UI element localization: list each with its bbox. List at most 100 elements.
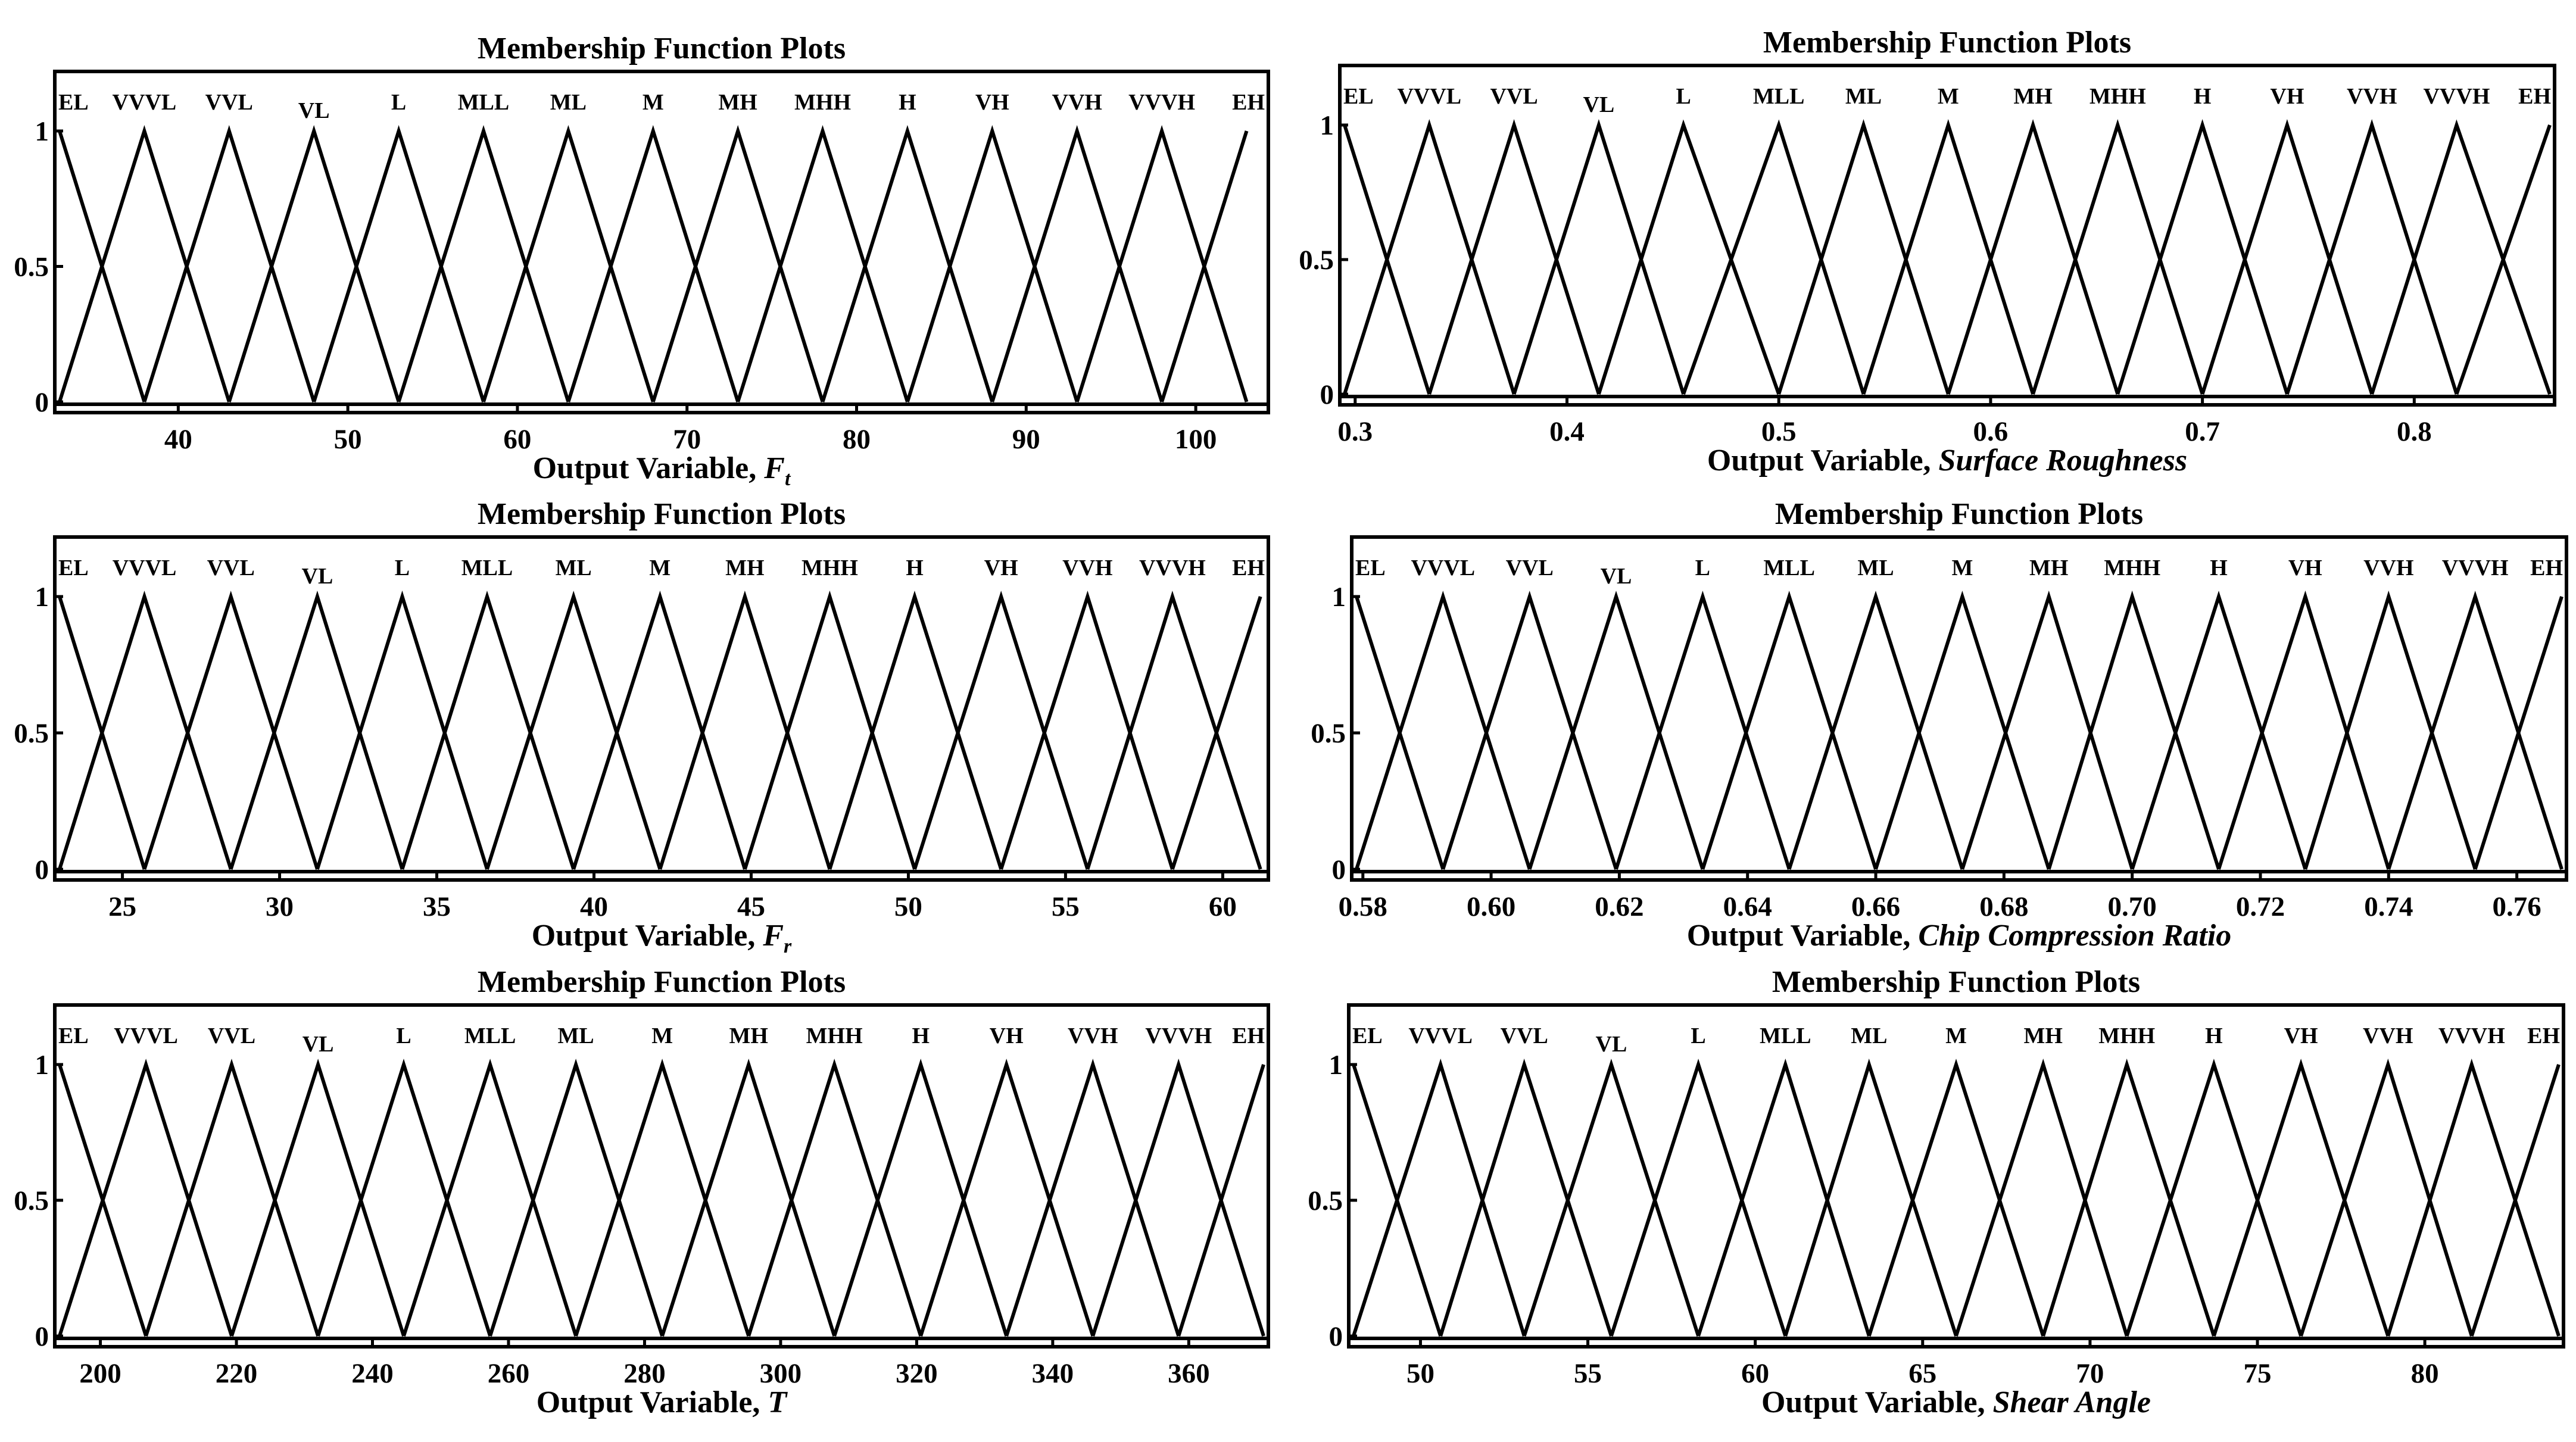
mf-curve-mh <box>1960 590 2134 870</box>
y-tick-label: 1 <box>35 582 49 613</box>
mf-curve-vvvh <box>2370 119 2552 395</box>
mf-curve-vh <box>919 1059 1095 1337</box>
y-tick-label: 0.5 <box>14 1185 49 1216</box>
mf-curve-vvl <box>1439 1058 1613 1337</box>
mf-label: EH <box>2527 1023 2560 1048</box>
mf-label: ML <box>1851 1023 1887 1048</box>
mf-curve-mh <box>1954 1058 2129 1337</box>
mf-label: MHH <box>806 1023 863 1048</box>
x-tick-label: 50 <box>1406 1358 1434 1389</box>
mf-label: VVVL <box>1408 1023 1473 1048</box>
mf-curve-vh <box>906 124 1079 402</box>
x-axis-label-prefix: Output Variable, <box>1687 919 1919 953</box>
mf-curve-mh <box>651 124 825 402</box>
membership-plot-5: Membership Function Plots EL VVVL VVL VL L MLL… <box>14 965 1270 1419</box>
x-tick-label: 280 <box>623 1358 666 1389</box>
mf-label: MLL <box>461 555 513 580</box>
mf-label: MLL <box>1753 84 1805 109</box>
mf-curve-vh <box>913 591 1090 870</box>
membership-plot-4: Membership Function Plots EL VVVL VVL VL L MLL… <box>1311 497 2568 953</box>
mf-label: VL <box>302 1032 334 1057</box>
mf-label: EH <box>1232 1023 1265 1048</box>
x-tick-label: 0.68 <box>1979 891 2028 922</box>
x-axis-label-prefix: Output Variable, <box>1707 444 1939 477</box>
mf-label: VVH <box>1068 1023 1118 1048</box>
mf-curve-ml <box>1787 591 1964 870</box>
x-axis-label-variable: F <box>762 919 784 953</box>
x-tick-label: 220 <box>216 1358 258 1389</box>
mf-label: EH <box>2530 555 2563 580</box>
x-axis-label-variable: Chip Compression Ratio <box>1918 919 2231 953</box>
x-tick-label: 0.74 <box>2364 891 2413 922</box>
x-axis-label-variable: Surface Roughness <box>1939 444 2188 477</box>
mf-label: VVVL <box>113 90 177 115</box>
mf-label: VL <box>298 98 330 123</box>
y-tick-label: 0.5 <box>1299 245 1334 276</box>
mf-label: H <box>2194 84 2212 109</box>
mf-label: VVH <box>2363 555 2413 580</box>
x-tick-label: 0.58 <box>1339 891 1387 922</box>
mf-curve-mll <box>402 1059 578 1337</box>
mf-label: MHH <box>2104 555 2160 580</box>
y-tick-label: 1 <box>35 1050 49 1081</box>
mf-curve-m <box>1874 591 2051 870</box>
mf-curve-vl <box>229 590 404 870</box>
x-axis-label-prefix: Output Variable, <box>1761 1385 1993 1419</box>
mf-label: EL <box>1355 555 1386 580</box>
mf-curve-ml <box>485 591 662 870</box>
y-tick-label: 0 <box>1329 1321 1343 1352</box>
x-tick-label: 0.7 <box>2185 416 2220 447</box>
mf-curve-vvvl <box>58 124 231 402</box>
mf-label: VVVH <box>2424 84 2490 109</box>
y-tick-label: 1 <box>1329 1050 1343 1081</box>
x-tick-label: 0.76 <box>2493 891 2541 922</box>
x-tick-label: 0.70 <box>2108 891 2157 922</box>
mf-label: MH <box>725 555 764 580</box>
x-axis-label-variable: Shear Angle <box>1993 1385 2151 1419</box>
x-tick-label: 260 <box>488 1358 530 1389</box>
plot-title: Membership Function Plots <box>478 965 846 999</box>
mf-label: VVH <box>2363 1023 2413 1048</box>
mf-curve-ml <box>482 124 655 402</box>
x-tick-label: 0.3 <box>1337 416 1373 447</box>
mf-curve-vvvh <box>1086 591 1262 870</box>
mf-curve-mll <box>1696 1058 1871 1337</box>
mf-curve-vl <box>227 124 401 402</box>
x-tick-label: 100 <box>1175 424 1217 455</box>
mf-label: VVVL <box>1397 84 1461 109</box>
mf-curve-vvh <box>999 590 1174 870</box>
mf-curve-vvvl <box>1343 119 1516 395</box>
x-tick-label: 40 <box>580 891 608 922</box>
mf-label: L <box>396 1023 411 1048</box>
mf-label: M <box>643 90 664 115</box>
membership-plot-6: Membership Function Plots EL VVVL VVL VL L MLL… <box>1308 965 2565 1419</box>
mf-label: ML <box>1845 84 1882 109</box>
mf-label: VVL <box>1506 555 1554 580</box>
mf-label: VVVH <box>2438 1023 2505 1048</box>
mf-label: VH <box>2284 1023 2318 1048</box>
x-tick-label: 60 <box>1741 1358 1769 1389</box>
x-tick-label: 240 <box>351 1358 394 1389</box>
mf-label: ML <box>550 90 587 115</box>
mf-label: VVH <box>1052 90 1102 115</box>
plot-frame <box>53 1003 1270 1349</box>
mf-label: VVL <box>205 90 253 115</box>
mf-curve-mhh <box>743 590 916 870</box>
mf-label: MLL <box>458 90 510 115</box>
x-tick-label: 35 <box>423 891 451 922</box>
mf-curve-l <box>312 124 485 402</box>
mf-curve-l <box>316 1059 492 1337</box>
mf-label: VL <box>302 564 333 589</box>
mf-curve-ml <box>1783 1058 1958 1337</box>
mf-label: VH <box>990 1023 1024 1048</box>
mf-curve-m <box>1867 1059 2045 1337</box>
mf-label: M <box>649 555 670 580</box>
mf-curve-mhh <box>2031 119 2204 395</box>
plot-title: Membership Function Plots <box>478 32 846 65</box>
mf-curve-l <box>1610 1059 1788 1337</box>
plot-title: Membership Function Plots <box>1763 26 2131 60</box>
x-tick-label: 0.72 <box>2236 891 2285 922</box>
mf-curve-vl <box>230 1059 406 1337</box>
mf-curve-vvvl <box>58 590 233 870</box>
mf-curve-mhh <box>747 1059 923 1337</box>
